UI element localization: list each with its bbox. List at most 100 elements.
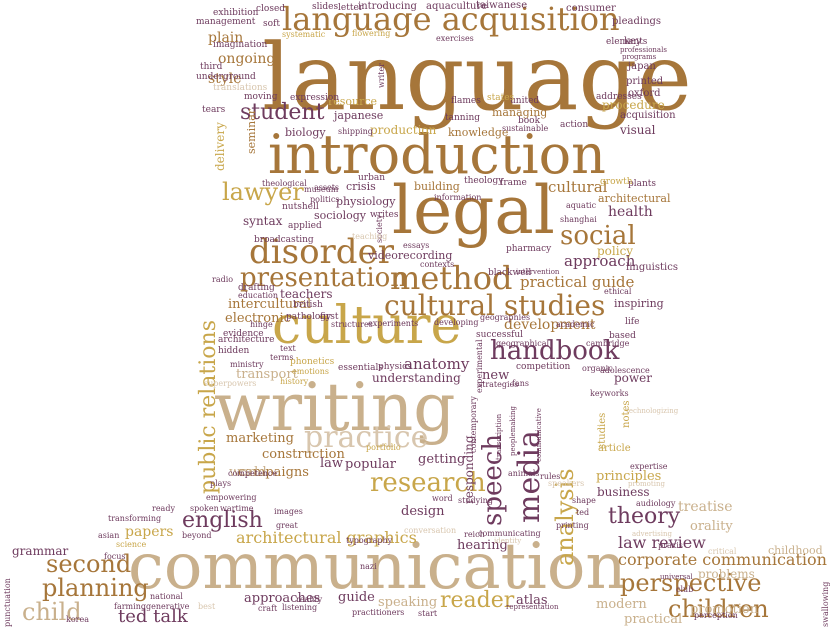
word-keyworks: keyworks — [590, 389, 629, 398]
word-child: child — [22, 598, 82, 626]
word-best: best — [198, 602, 216, 611]
word-exercises: exercises — [436, 34, 474, 43]
word-transcription: transcription — [495, 413, 503, 461]
word-essentials: essentials — [338, 363, 384, 373]
word-pleadings: pleadings — [612, 16, 662, 27]
word-translations: translations — [213, 83, 268, 93]
word-promotion: promotion — [690, 602, 759, 617]
word-hearing: hearing — [457, 538, 508, 553]
word-portfolio: portfolio — [366, 443, 401, 452]
word-development: development — [504, 317, 596, 333]
word-getting: getting — [418, 452, 466, 467]
word-introduction: introduction — [268, 123, 606, 186]
word-theory: theory — [608, 504, 681, 529]
word-swallowing: swallowing — [821, 581, 830, 627]
word-asian: asian — [98, 531, 120, 540]
word-physics: physics — [378, 362, 412, 372]
word-problems: problems — [698, 567, 755, 581]
word-writer: writer — [377, 63, 386, 89]
word-empowering: empowering — [206, 493, 257, 502]
word-communicating: communicating — [478, 529, 541, 538]
word-physiology: physiology — [336, 195, 396, 208]
word-campaigns: campaigns — [238, 465, 309, 480]
word-design: design — [401, 504, 445, 519]
word-printed: printed — [626, 76, 664, 87]
word-research: research — [370, 468, 486, 498]
word-article: article — [598, 443, 631, 454]
word-korea: korea — [66, 615, 89, 624]
word-printing: printing — [556, 521, 589, 530]
word-peoplemaking: peoplemaking — [509, 406, 517, 457]
word-advertising: advertising — [632, 530, 672, 538]
word-health: health — [608, 204, 653, 220]
word-united: united — [510, 96, 540, 106]
word-ethical: ethical — [604, 287, 632, 296]
word-great: great — [276, 521, 298, 530]
word-policy: policy — [597, 244, 634, 258]
word-education: education — [238, 291, 278, 300]
word-marketing: marketing — [226, 431, 294, 446]
word-radio: radio — [212, 275, 234, 284]
word-systematic: systematic — [282, 30, 326, 39]
word-history: history — [280, 377, 309, 386]
word-hinge: hinge — [250, 320, 273, 329]
word-studies: studies — [597, 412, 608, 449]
word-contemporary: contemporary — [469, 395, 478, 453]
word-flowering: flowering — [352, 29, 391, 38]
word-expertise: expertise — [630, 462, 668, 471]
word-children: children — [668, 595, 769, 623]
word-animals: animals — [508, 469, 540, 478]
word-approach: approach — [564, 252, 636, 270]
word-flames: flames — [451, 96, 481, 106]
word-perspective: perspective — [620, 569, 762, 597]
word-plays: plays — [210, 479, 232, 488]
word-power: power — [614, 371, 653, 385]
word-writing: writing — [214, 369, 456, 446]
word-universal: universal — [660, 573, 693, 581]
word-addresses: addresses — [596, 92, 642, 102]
word-slides: slides — [312, 2, 339, 12]
word-sociology: sociology — [314, 209, 366, 222]
word-club: club — [676, 585, 694, 594]
word-pharmacy: pharmacy — [506, 244, 552, 254]
word-evidence: evidence — [223, 329, 264, 339]
word-second: second — [46, 550, 132, 578]
word-word: word — [432, 494, 453, 503]
word-based: based — [609, 331, 636, 341]
word-text: text — [280, 344, 296, 353]
word-construction: construction — [262, 447, 345, 462]
word-elements: elements — [606, 37, 648, 47]
word-culture: culture — [272, 296, 462, 356]
word-language: language — [262, 24, 692, 131]
word-broadcasting: broadcasting — [254, 235, 314, 245]
word-perception: perception — [694, 611, 738, 620]
word-japan: japan — [628, 61, 656, 72]
word-tears: tears — [202, 105, 226, 115]
word-crisis: crisis — [346, 180, 376, 193]
word-british: british — [293, 300, 323, 310]
word-conversation: conversation — [404, 526, 457, 535]
word-legal: legal — [392, 172, 555, 249]
word-cultural-studies: cultural studies — [384, 289, 606, 322]
word-business: business — [597, 485, 650, 499]
word-syntax: syntax — [243, 214, 283, 228]
word-communication: communication — [128, 530, 627, 604]
word-spoken: spoken — [190, 504, 219, 513]
word-technologizing: technologizing — [626, 407, 679, 415]
word-action: action — [560, 120, 589, 130]
word-practice: practice — [304, 420, 429, 455]
word-strategies: strategies — [478, 380, 519, 389]
word-blackwell: blackwell — [488, 268, 532, 278]
word-oxford: oxford — [628, 88, 661, 99]
word-principles: principles — [596, 469, 662, 484]
word-theology: theology — [464, 176, 504, 186]
word-treatise: treatise — [678, 499, 733, 515]
word-law-review: law review — [618, 533, 706, 552]
word-architectural-graphics: architectural graphics — [236, 528, 417, 547]
word-writes: writes — [370, 210, 399, 220]
word-modern: modern — [596, 597, 647, 612]
word-adolescence: adolescence — [600, 366, 650, 375]
word-method: method — [390, 259, 513, 297]
word-japanese: japanese — [334, 109, 384, 122]
word-atlas: atlas — [516, 593, 548, 608]
